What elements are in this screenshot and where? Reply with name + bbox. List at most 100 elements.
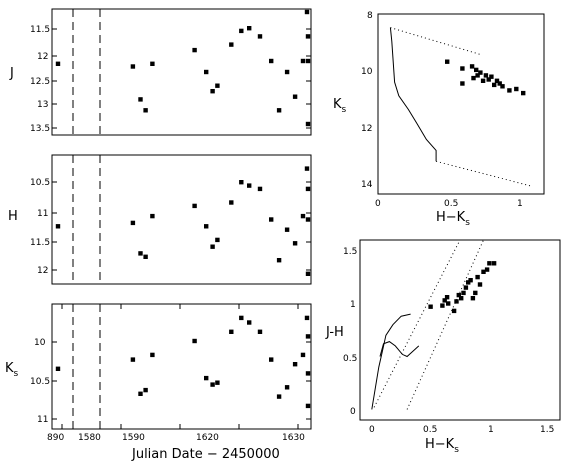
panel-ccd-frame — [359, 239, 561, 421]
panel-ks-xtick-label: 1590 — [122, 433, 145, 443]
panel-ks-xlabel: Julian Date − 2450000 — [131, 447, 280, 462]
data-point — [292, 241, 298, 246]
data-point — [150, 213, 155, 219]
panel-h-ytick-label: 10.5 — [30, 178, 50, 188]
data-point — [484, 267, 490, 272]
panel-ks-points — [55, 315, 311, 409]
data-point — [204, 224, 209, 229]
panel-cmd-frame — [377, 13, 545, 195]
data-point — [143, 254, 148, 259]
data-point — [483, 73, 489, 78]
data-point — [491, 261, 497, 266]
data-point — [247, 26, 252, 31]
panel-h-ytick-label: 11.5 — [30, 238, 50, 248]
data-point — [480, 78, 486, 83]
data-point — [300, 58, 306, 64]
data-point — [257, 186, 263, 192]
panel-cmd-xtick-label: 0.5 — [444, 199, 458, 209]
intrinsic-track-line — [379, 341, 420, 358]
panel-h-yticks — [52, 181, 311, 271]
panel-ccd-ytick-label: 0.5 — [343, 354, 357, 364]
reddening-band-line — [373, 239, 461, 408]
data-point — [500, 84, 505, 89]
data-point — [192, 203, 197, 209]
panel-j-points — [55, 9, 311, 127]
panel-j-ytick-label: 11.5 — [30, 25, 50, 35]
data-point — [454, 299, 459, 304]
data-point — [130, 64, 136, 69]
panel-ccd-points — [428, 261, 497, 314]
data-point — [304, 9, 310, 15]
data-point — [473, 290, 478, 296]
panel-ks-yticks — [52, 341, 311, 420]
data-point — [489, 74, 494, 79]
data-point — [143, 387, 148, 393]
data-point — [487, 261, 492, 266]
data-point — [486, 77, 491, 82]
data-point — [239, 315, 244, 321]
data-point — [269, 357, 274, 362]
data-point — [239, 180, 244, 185]
reddening-band-line — [406, 239, 484, 410]
data-point — [478, 70, 483, 75]
data-point — [247, 320, 252, 325]
data-point — [55, 366, 61, 371]
data-point — [204, 69, 209, 75]
data-point — [440, 303, 445, 308]
panel-ccd: J-H 0 0.5 1 1.5 0 0.5 1 1.5 H−Ks — [325, 239, 561, 455]
panel-j-ytick-label: 13 — [37, 100, 48, 110]
panel-ks-ytick-label: 10.5 — [30, 377, 50, 387]
isochrone-line — [389, 27, 437, 162]
data-point — [428, 304, 433, 309]
data-point — [150, 61, 155, 66]
data-point — [210, 244, 215, 249]
data-point — [55, 224, 61, 229]
data-point — [305, 403, 311, 409]
data-point — [300, 352, 306, 358]
data-point — [463, 285, 469, 290]
data-point — [459, 296, 464, 301]
data-point — [210, 89, 215, 94]
data-point — [229, 42, 234, 47]
data-point — [461, 290, 466, 296]
panel-ks-ytick-label: 10 — [34, 338, 46, 348]
data-point — [304, 166, 310, 171]
panel-ks-xtick-label: 890 — [47, 433, 64, 443]
data-point — [442, 298, 447, 303]
data-point — [468, 278, 473, 283]
data-point — [138, 97, 143, 102]
data-point — [460, 66, 465, 71]
data-point — [470, 296, 476, 301]
panel-h-points — [55, 166, 311, 276]
panel-j-ytick-label: 13.5 — [30, 124, 50, 134]
data-point — [475, 274, 480, 280]
data-point — [481, 269, 486, 274]
panel-j-yticks — [52, 28, 311, 129]
data-point — [229, 329, 234, 334]
data-point — [292, 362, 298, 367]
panel-ccd-xlabel: H−Ks — [425, 437, 459, 455]
data-point — [257, 34, 263, 39]
panel-h-ytick-label: 11 — [37, 209, 48, 219]
data-point — [130, 220, 136, 226]
panel-j-ylabel: J — [9, 66, 14, 81]
data-point — [451, 308, 457, 314]
panel-j-ytick-label: 12 — [37, 52, 48, 62]
data-point — [55, 61, 61, 66]
data-point — [445, 59, 450, 64]
data-point — [150, 352, 155, 358]
data-point — [514, 86, 519, 92]
panel-cmd-ytick-label: 12 — [361, 124, 372, 134]
data-point — [446, 301, 451, 306]
data-point — [305, 186, 311, 192]
data-point — [284, 227, 290, 232]
data-point — [284, 385, 290, 390]
panel-cmd-xtick-label: 1 — [517, 199, 523, 209]
panel-ks-xtick-label: 1620 — [196, 433, 219, 443]
data-point — [305, 58, 311, 64]
panel-ccd-ylabel: J-H — [325, 325, 344, 340]
data-point — [305, 34, 311, 39]
panel-j-frame — [51, 8, 312, 136]
panel-ks: Ks 10 10.5 11 890 1580 1590 1620 1630 Ju… — [5, 303, 312, 462]
